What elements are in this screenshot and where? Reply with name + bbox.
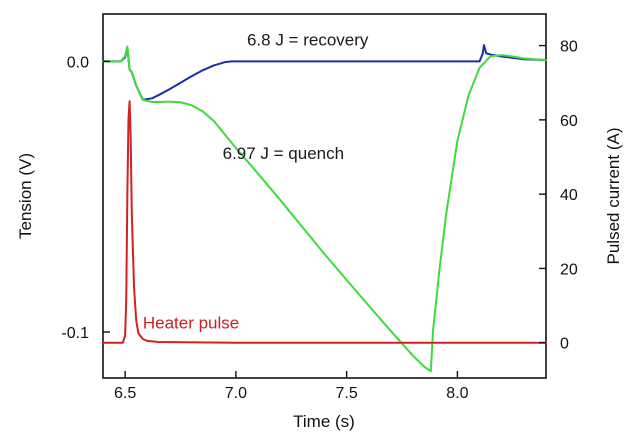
right-y-tick-label: 80	[560, 39, 578, 56]
right-y-axis-title: Pulsed current (A)	[604, 128, 623, 265]
x-axis-title: Time (s)	[293, 412, 355, 431]
x-tick-label: 6.5	[114, 385, 136, 402]
y-tick-label: -0.1	[61, 325, 89, 342]
y-axis-title: Tension (V)	[16, 153, 35, 239]
right-y-tick-label: 0	[560, 336, 569, 353]
x-tick-label: 8.0	[446, 385, 468, 402]
annotation-2: 6.97 J = quench	[223, 144, 344, 163]
right-y-tick-label: 60	[560, 113, 578, 130]
series-line-3	[103, 101, 546, 342]
annotations-layer: 6.8 J = recovery 6.97 J = quench Heater pu…	[143, 31, 369, 333]
right-y-tick-label: 20	[560, 261, 578, 278]
annotation-1: 6.8 J = recovery	[247, 31, 369, 50]
annotation-3: Heater pulse	[143, 313, 239, 332]
right-y-tick-label: 40	[560, 187, 578, 204]
x-tick-label: 7.0	[225, 385, 247, 402]
x-tick-label: 7.5	[336, 385, 358, 402]
x-axis-ticks: 6.5 7.0 7.5 8.0	[114, 371, 469, 402]
right-y-axis-ticks: 0 20 40 60 80	[539, 39, 578, 353]
y-tick-label: 0.0	[67, 54, 89, 71]
series-line-1	[103, 45, 546, 100]
